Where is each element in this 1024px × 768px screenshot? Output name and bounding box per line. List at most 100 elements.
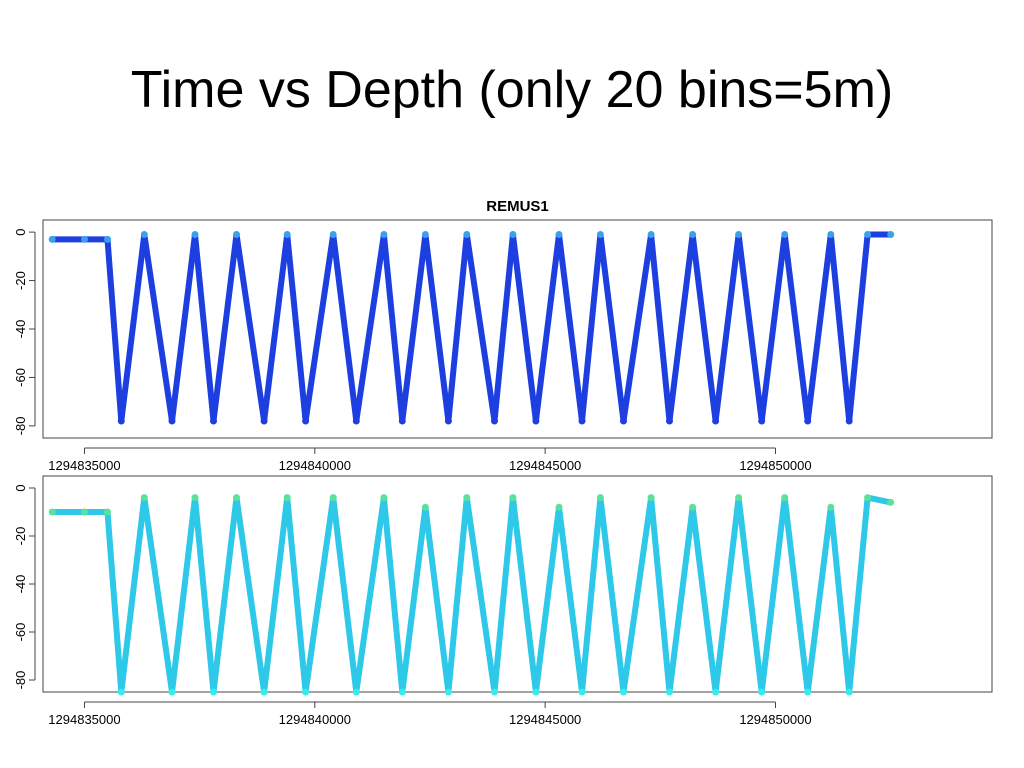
data-point xyxy=(735,494,743,502)
data-point xyxy=(555,231,563,238)
y-tick-label: -20 xyxy=(13,271,28,290)
data-point xyxy=(578,417,586,425)
plot-frame xyxy=(42,219,993,439)
data-series-line xyxy=(49,231,894,424)
y-tick-label: -80 xyxy=(13,416,28,435)
x-tick-label: 1294845000 xyxy=(509,712,581,727)
data-point xyxy=(689,503,697,511)
data-point xyxy=(463,231,471,238)
data-point xyxy=(735,231,743,238)
data-point xyxy=(81,508,88,516)
data-point xyxy=(168,688,176,696)
y-tick-label: -40 xyxy=(13,320,28,339)
data-point xyxy=(647,231,655,238)
slide-title: Time vs Depth (only 20 bins=5m) xyxy=(130,61,894,119)
data-point xyxy=(104,235,111,243)
data-series-line xyxy=(49,494,894,695)
data-point xyxy=(887,498,895,506)
data-point xyxy=(168,417,176,425)
data-point xyxy=(104,508,111,516)
data-point xyxy=(463,494,471,502)
data-point xyxy=(804,417,812,425)
data-point xyxy=(555,503,563,511)
data-point xyxy=(444,688,452,696)
data-point xyxy=(329,494,337,502)
data-point xyxy=(48,235,56,243)
y-tick-label: -60 xyxy=(13,368,28,387)
data-point xyxy=(491,417,498,425)
data-point xyxy=(302,417,310,425)
data-point xyxy=(827,503,835,511)
data-point xyxy=(140,494,148,502)
data-point xyxy=(666,417,673,425)
data-point xyxy=(845,688,853,696)
data-point xyxy=(596,494,604,502)
data-point xyxy=(233,494,240,502)
data-point xyxy=(191,494,199,502)
data-point xyxy=(260,417,268,425)
data-point xyxy=(283,494,291,502)
chart-title: REMUS1 xyxy=(486,198,549,215)
chart-panel-bottom: 1294835000 1294840000 1294845000 1294850000… xyxy=(13,475,993,727)
x-tick-label: 1294835000 xyxy=(48,712,120,727)
data-point xyxy=(864,494,872,502)
data-point xyxy=(352,688,360,696)
y-tick-label: -40 xyxy=(13,575,28,594)
data-point xyxy=(352,417,360,425)
data-point xyxy=(596,231,604,238)
data-point xyxy=(210,688,217,696)
y-tick-label: 0 xyxy=(13,484,28,491)
data-point xyxy=(398,417,406,425)
chart-panel-top: REMUS1 1294835000 1294840000 1294845000 1294… xyxy=(13,198,993,473)
y-tick-label: -80 xyxy=(13,671,28,690)
y-tick-label: -60 xyxy=(13,623,28,642)
data-point xyxy=(444,417,452,425)
data-point xyxy=(233,231,240,238)
y-tick-label: -20 xyxy=(13,527,28,546)
data-point xyxy=(620,417,627,425)
x-tick-label: 1294845000 xyxy=(509,458,581,473)
data-point xyxy=(191,231,199,238)
data-point xyxy=(421,231,429,238)
data-point xyxy=(398,688,406,696)
x-tick-label: 1294840000 xyxy=(279,458,351,473)
x-tick-label: 1294850000 xyxy=(739,458,811,473)
data-point xyxy=(283,231,291,238)
data-point xyxy=(117,688,125,696)
data-point xyxy=(578,688,586,696)
x-tick-label: 1294850000 xyxy=(739,712,811,727)
data-point xyxy=(712,417,720,425)
data-point xyxy=(260,688,268,696)
data-point xyxy=(781,231,789,238)
data-point xyxy=(689,231,697,238)
data-point xyxy=(81,235,88,243)
data-point xyxy=(620,688,627,696)
y-tick-label: 0 xyxy=(13,228,28,235)
x-tick-label: 1294835000 xyxy=(48,458,120,473)
data-point xyxy=(210,417,217,425)
data-point xyxy=(491,688,498,696)
data-point xyxy=(140,231,148,238)
data-point xyxy=(532,688,540,696)
data-point xyxy=(647,494,655,502)
data-point xyxy=(509,494,517,502)
data-point xyxy=(421,503,429,511)
x-tick-label: 1294840000 xyxy=(279,712,351,727)
data-point xyxy=(712,688,720,696)
data-point xyxy=(781,494,789,502)
plot-frame xyxy=(42,475,993,693)
data-point xyxy=(864,231,872,238)
data-point xyxy=(804,688,812,696)
data-point xyxy=(845,417,853,425)
data-point xyxy=(117,417,125,425)
data-point xyxy=(302,688,310,696)
data-point xyxy=(758,417,766,425)
data-point xyxy=(329,231,337,238)
data-point xyxy=(827,231,835,238)
data-point xyxy=(666,688,673,696)
data-point xyxy=(887,231,895,238)
data-point xyxy=(532,417,540,425)
data-point xyxy=(380,494,388,502)
data-point xyxy=(509,231,517,238)
